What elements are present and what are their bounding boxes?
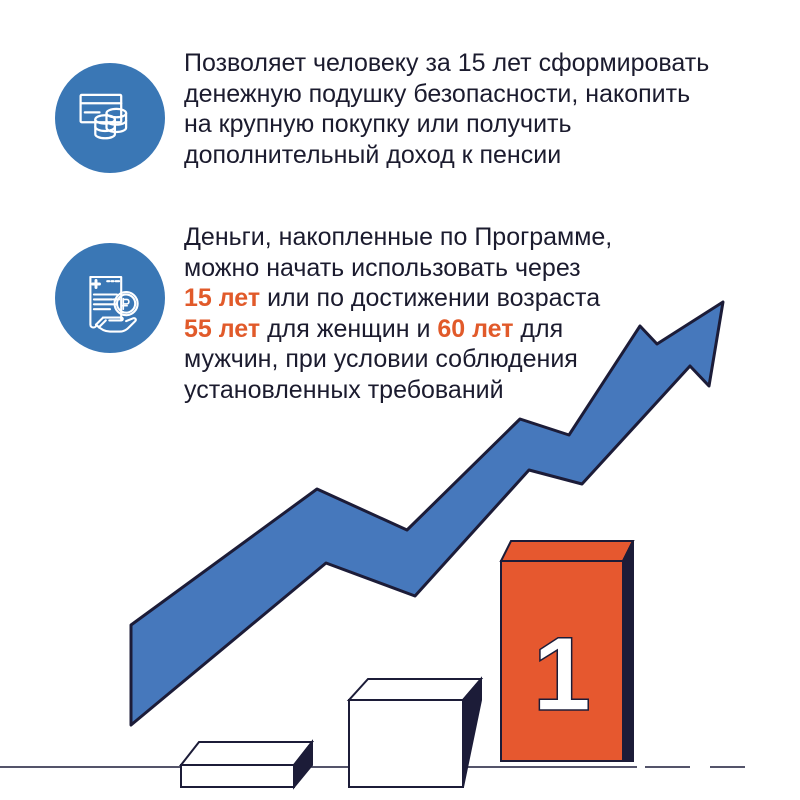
- svg-text:1: 1: [533, 616, 591, 733]
